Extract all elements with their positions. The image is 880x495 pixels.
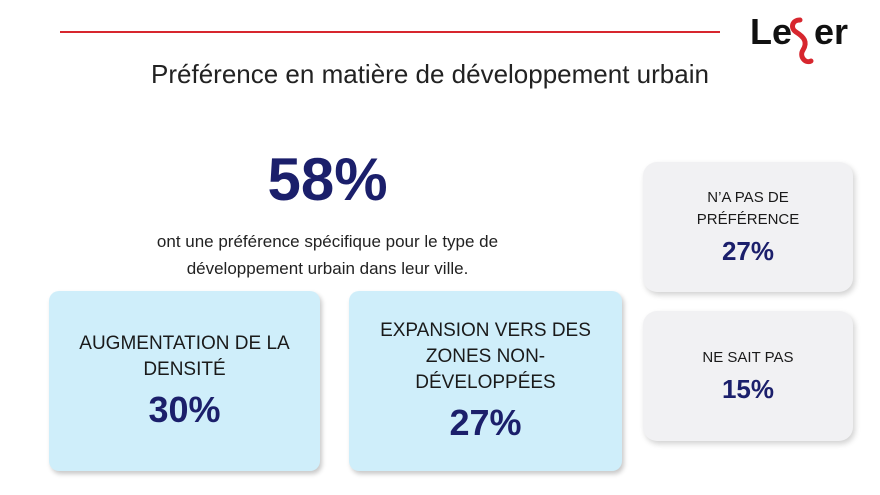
svg-text:er: er <box>814 11 848 52</box>
header-divider <box>60 31 720 33</box>
card-dont-know: NE SAIT PAS 15% <box>643 311 853 441</box>
svg-text:Le: Le <box>750 11 792 52</box>
leger-logo: Le er <box>750 11 848 65</box>
headline-description: ont une préférence spécifique pour le ty… <box>156 232 499 278</box>
card-value: 30% <box>148 389 221 430</box>
headline-percentage: 58% <box>267 146 388 213</box>
card-label: NE SAIT PAS <box>702 349 794 366</box>
card-label: N’A PAS DE PRÉFÉRENCE <box>696 189 800 228</box>
card-label: EXPANSION VERS DES ZONES NON-DÉVELOPPÉES <box>380 320 591 393</box>
page-title: Préférence en matière de développement u… <box>151 59 709 89</box>
card-value: 27% <box>449 402 522 443</box>
card-value: 15% <box>721 374 775 404</box>
card-densification: AUGMENTATION DE LA DENSITÉ 30% <box>49 291 320 471</box>
card-label: AUGMENTATION DE LA DENSITÉ <box>79 333 290 380</box>
card-expansion: EXPANSION VERS DES ZONES NON-DÉVELOPPÉES… <box>349 291 622 471</box>
card-value: 27% <box>721 236 775 266</box>
card-no-preference: N’A PAS DE PRÉFÉRENCE 27% <box>643 162 853 292</box>
